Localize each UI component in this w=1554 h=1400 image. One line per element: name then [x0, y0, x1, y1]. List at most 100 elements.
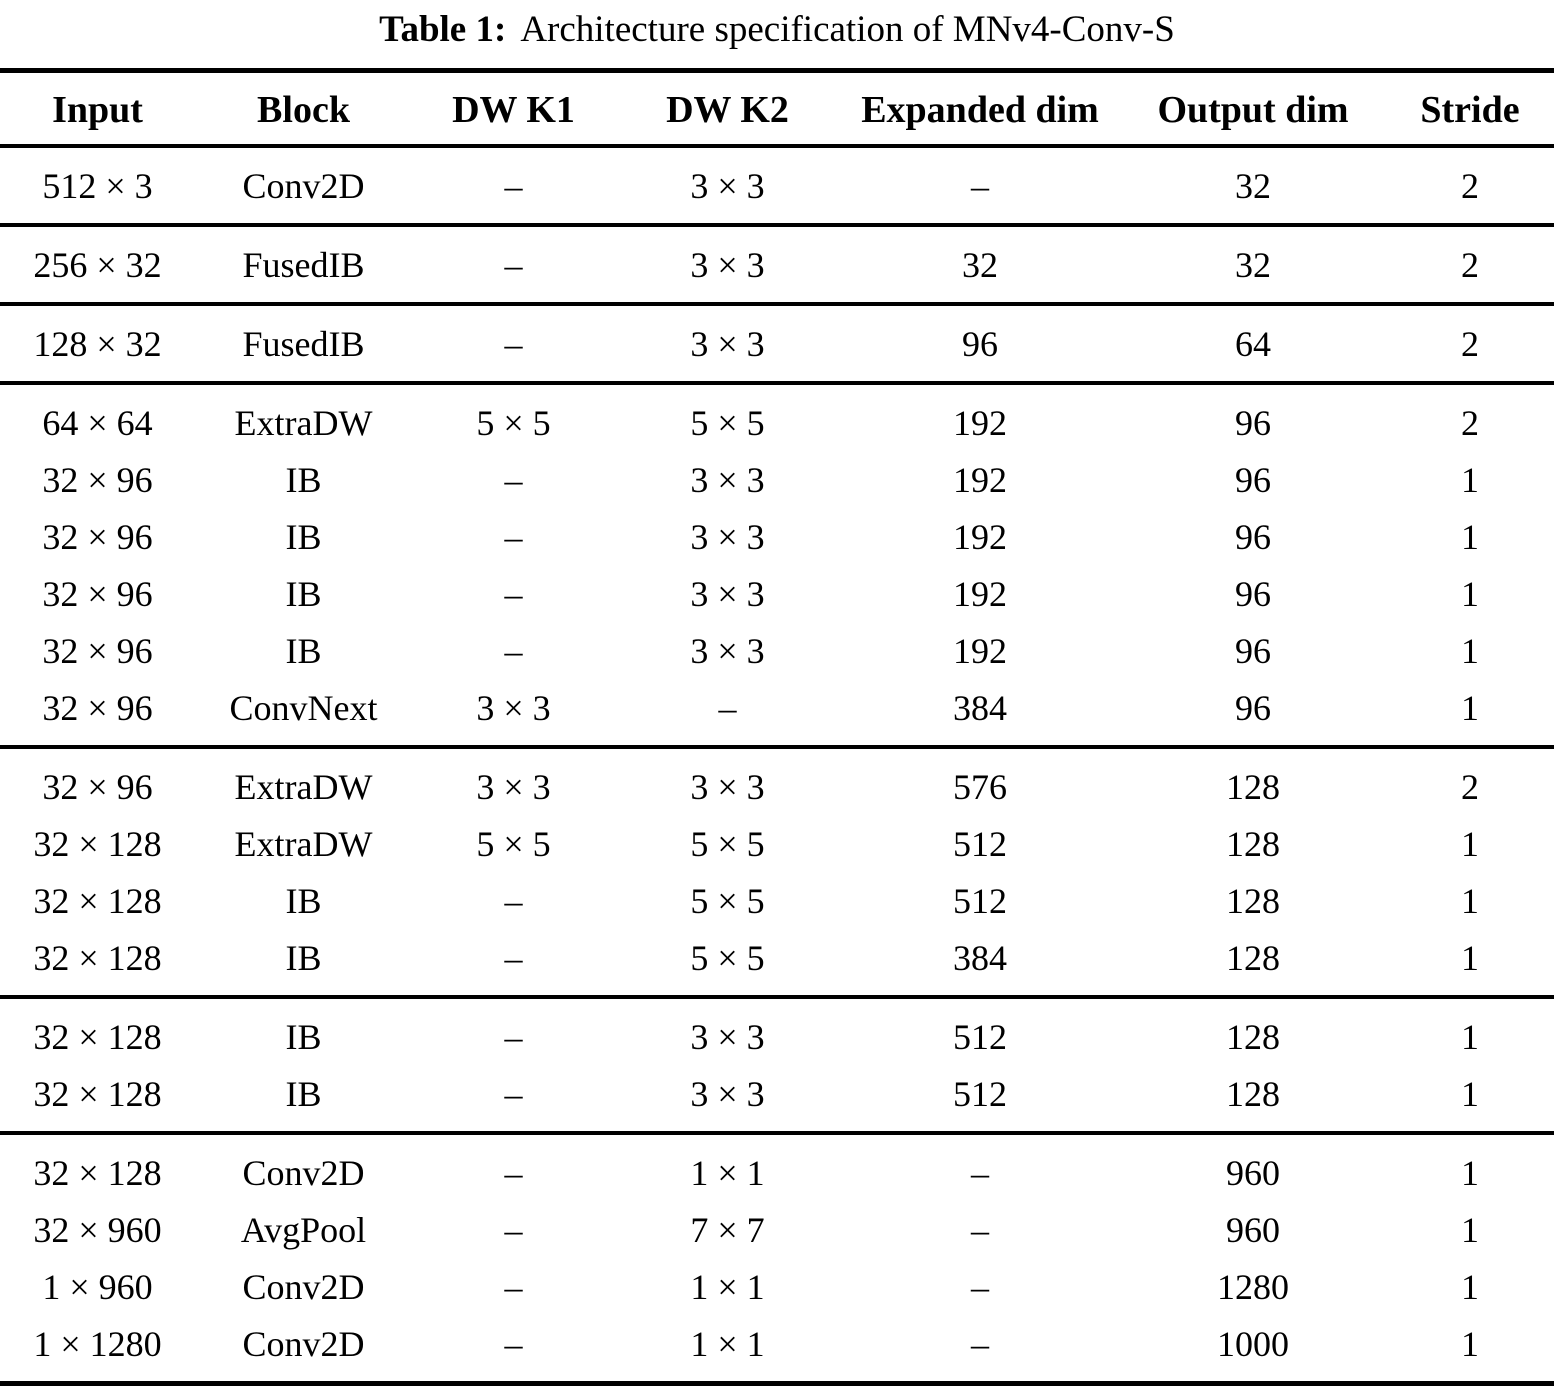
table-cell: FusedIB: [242, 244, 365, 285]
table-cell: ExtraDW: [234, 823, 373, 864]
table-cell: 128: [1226, 766, 1280, 807]
table-cell: 1 × 960: [42, 1266, 153, 1307]
column-header-block: Block: [195, 70, 412, 148]
table-cell: 1 × 1: [690, 1266, 765, 1307]
stage-group-1: 512 × 3 Conv2D – 3 × 3 – 32 2: [0, 146, 1554, 225]
column-header-expanded-dim: Expanded dim: [840, 70, 1120, 148]
column-header-dw-k1: DW K1: [412, 70, 615, 148]
table-cell: 32 × 128: [33, 1152, 162, 1193]
table-cell: 1280: [1217, 1266, 1289, 1307]
table-row: 32 × 960 AvgPool – 7 × 7 – 960 1: [0, 1201, 1554, 1258]
table-cell: 576: [953, 766, 1007, 807]
table-cell: –: [504, 323, 523, 364]
table-cell: –: [504, 1016, 523, 1057]
table-cell: 128: [1226, 823, 1280, 864]
table-cell: 1: [1461, 880, 1479, 921]
table-row: 32 × 128 ExtraDW 5 × 5 5 × 5 512 128 1: [0, 815, 1554, 872]
table-cell: Conv2D: [242, 1266, 365, 1307]
table-cell: 96: [1235, 402, 1271, 443]
table-cell: 1: [1461, 937, 1479, 978]
table-row: 32 × 96 IB – 3 × 3 192 96 1: [0, 622, 1554, 679]
table-cell: –: [504, 165, 523, 206]
stage-group-7: 32 × 128 Conv2D – 1 × 1 – 960 1 32 × 960 AvgPool…: [0, 1133, 1554, 1384]
table-cell: ExtraDW: [234, 402, 373, 443]
table-row: 32 × 128 IB – 3 × 3 512 128 1: [0, 997, 1554, 1065]
table-cell: –: [718, 687, 737, 728]
column-header-stride: Stride: [1386, 70, 1554, 148]
table-cell: 192: [953, 630, 1007, 671]
table-cell: 32 × 128: [33, 1073, 162, 1114]
table-cell: 96: [1235, 630, 1271, 671]
table-row: 32 × 128 Conv2D – 1 × 1 – 960 1: [0, 1133, 1554, 1201]
table-cell: 256 × 32: [33, 244, 162, 285]
table-row: 32 × 128 IB – 5 × 5 512 128 1: [0, 872, 1554, 929]
architecture-table: Input Block DW K1 DW K2 Expanded dim Output d…: [0, 68, 1554, 1386]
table-cell: 3 × 3: [476, 766, 551, 807]
table-cell: 32 × 96: [42, 687, 153, 728]
table-caption: Table 1: Architecture specification of MN…: [0, 0, 1554, 68]
table-cell: ConvNext: [229, 687, 378, 728]
table-cell: –: [504, 516, 523, 557]
table-cell: 96: [1235, 459, 1271, 500]
table-cell: 512: [953, 823, 1007, 864]
table-cell: 64: [1235, 323, 1271, 364]
table-cell: IB: [285, 573, 322, 614]
table-row: 32 × 96 IB – 3 × 3 192 96 1: [0, 451, 1554, 508]
table-cell: 32 × 128: [33, 1016, 162, 1057]
table-cell: –: [504, 880, 523, 921]
table-cell: 5 × 5: [476, 823, 551, 864]
table-cell: 1: [1461, 823, 1479, 864]
table-cell: Conv2D: [242, 1323, 365, 1364]
stage-group-2: 256 × 32 FusedIB – 3 × 3 32 32 2: [0, 225, 1554, 304]
table-cell: –: [504, 1266, 523, 1307]
table-cell: 96: [1235, 573, 1271, 614]
table-cell: 1: [1461, 573, 1479, 614]
table-cell: 5 × 5: [476, 402, 551, 443]
table-cell: –: [504, 1323, 523, 1364]
table-cell: 32 × 96: [42, 630, 153, 671]
table-cell: 1 × 1280: [33, 1323, 162, 1364]
table-cell: –: [504, 937, 523, 978]
table-cell: AvgPool: [240, 1209, 367, 1250]
table-cell: –: [504, 1073, 523, 1114]
table-cell: 3 × 3: [690, 766, 765, 807]
table-cell: 32 × 96: [42, 516, 153, 557]
table-cell: 192: [953, 573, 1007, 614]
table-cell: 32: [962, 244, 998, 285]
table-cell: 1: [1461, 687, 1479, 728]
table-cell: 32 × 96: [42, 459, 153, 500]
table-cell: 96: [962, 323, 998, 364]
table-cell: 3 × 3: [690, 165, 765, 206]
table-cell: 512: [953, 1073, 1007, 1114]
table-cell: IB: [285, 459, 322, 500]
table-cell: 1: [1461, 1266, 1479, 1307]
table-row: 32 × 96 ExtraDW 3 × 3 3 × 3 576 128 2: [0, 747, 1554, 815]
table-row: 1 × 960 Conv2D – 1 × 1 – 1280 1: [0, 1258, 1554, 1315]
table-cell: 32 × 96: [42, 766, 153, 807]
table-cell: –: [504, 1152, 523, 1193]
table-caption-label: Table 1:: [379, 9, 507, 50]
table-cell: 1: [1461, 1073, 1479, 1114]
table-row: 128 × 32 FusedIB – 3 × 3 96 64 2: [0, 304, 1554, 383]
table-cell: 960: [1226, 1152, 1280, 1193]
table-cell: 5 × 5: [690, 937, 765, 978]
table-cell: 192: [953, 402, 1007, 443]
table-cell: 32 × 96: [42, 573, 153, 614]
column-header-input: Input: [0, 70, 195, 148]
table-cell: 1 × 1: [690, 1152, 765, 1193]
table-cell: –: [971, 1266, 989, 1307]
table-cell: 32 × 960: [33, 1209, 162, 1250]
table-cell: 3 × 3: [690, 573, 765, 614]
table-cell: 2: [1461, 402, 1479, 443]
table-cell: 32 × 128: [33, 880, 162, 921]
table-cell: 96: [1235, 687, 1271, 728]
table-cell: 128: [1226, 1016, 1280, 1057]
table-cell: 2: [1461, 165, 1479, 206]
table-cell: –: [504, 459, 523, 500]
table-cell: 5 × 5: [690, 880, 765, 921]
table-cell: –: [971, 1323, 989, 1364]
table-cell: 192: [953, 516, 1007, 557]
table-cell: 32 × 128: [33, 937, 162, 978]
stage-group-3: 128 × 32 FusedIB – 3 × 3 96 64 2: [0, 304, 1554, 383]
table-cell: 3 × 3: [690, 459, 765, 500]
